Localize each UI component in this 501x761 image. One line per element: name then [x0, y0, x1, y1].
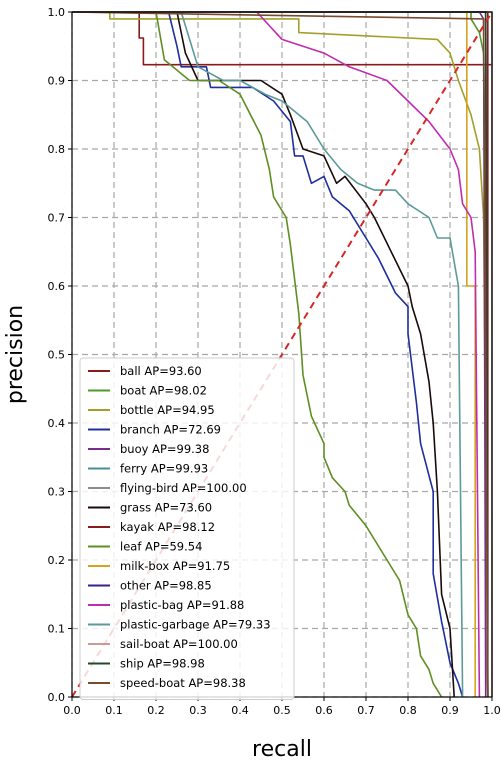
series-line-speed-boat: [71, 11, 489, 698]
legend-entry: ship AP=98.98: [120, 657, 205, 671]
x-tick-label: 0.0: [63, 704, 81, 717]
legend-entry: grass AP=73.60: [120, 501, 212, 515]
y-tick-label: 0.5: [48, 349, 66, 362]
legend-entry: kayak AP=98.12: [120, 520, 215, 534]
legend: ball AP=93.60 boat AP=98.02 bottle AP=94.9…: [79, 357, 295, 700]
legend-entry: plastic-bag AP=91.88: [120, 598, 244, 612]
x-axis-label: recall: [252, 737, 312, 761]
y-tick-label: 0.7: [48, 212, 66, 225]
x-tick-label: 0.5: [273, 704, 291, 717]
y-tick-label: 0.1: [48, 623, 66, 636]
series-line-leaf: [72, 11, 443, 698]
y-tick-label: 1.0: [48, 6, 66, 19]
legend-entry: branch AP=72.69: [120, 423, 221, 437]
x-tick-label: 0.2: [147, 704, 165, 717]
axis-ticks: 0.0 0.1 0.2 0.3 0.4 0.5 0.6 0.7 0.8 0.9 1.0 0.0 0.1 0…: [48, 6, 501, 717]
legend-entry: plastic-garbage AP=79.33: [120, 618, 271, 632]
series-line-branch: [72, 11, 464, 698]
legend-entry: ferry AP=99.93: [120, 462, 208, 476]
x-tick-label: 0.3: [189, 704, 207, 717]
y-tick-label: 0.0: [48, 691, 66, 704]
series-line-bottle: [72, 11, 489, 698]
y-tick-label: 0.8: [48, 143, 66, 156]
y-tick-label: 0.3: [48, 486, 66, 499]
x-tick-label: 0.6: [315, 704, 333, 717]
legend-entry: other AP=98.85: [120, 579, 212, 593]
legend-entry: ball AP=93.60: [120, 364, 202, 378]
legend-entry: sail-boat AP=100.00: [120, 637, 238, 651]
legend-entry: bottle AP=94.95: [120, 403, 215, 417]
y-tick-label: 0.6: [48, 280, 66, 293]
y-tick-label: 0.4: [48, 417, 66, 430]
legend-entry: buoy AP=99.38: [120, 442, 209, 456]
x-tick-label: 0.4: [231, 704, 249, 717]
y-axis-label: precision: [3, 305, 28, 404]
y-tick-label: 0.2: [48, 554, 66, 567]
series-line-plastic-bag: [72, 11, 481, 698]
legend-entry: leaf AP=59.54: [120, 540, 202, 554]
x-tick-label: 1.0: [483, 704, 501, 717]
legend-entry: speed-boat AP=98.38: [120, 676, 246, 690]
series-line-plastic-garbage: [72, 11, 464, 698]
x-tick-label: 0.1: [105, 704, 123, 717]
x-tick-label: 0.9: [441, 704, 459, 717]
legend-entry: milk-box AP=91.75: [120, 559, 230, 573]
x-tick-label: 0.7: [357, 704, 375, 717]
legend-entry: flying-bird AP=100.00: [120, 481, 247, 495]
y-tick-label: 0.9: [48, 75, 66, 88]
legend-entry: boat AP=98.02: [120, 384, 207, 398]
legend-box: [79, 357, 295, 700]
x-tick-label: 0.8: [399, 704, 417, 717]
